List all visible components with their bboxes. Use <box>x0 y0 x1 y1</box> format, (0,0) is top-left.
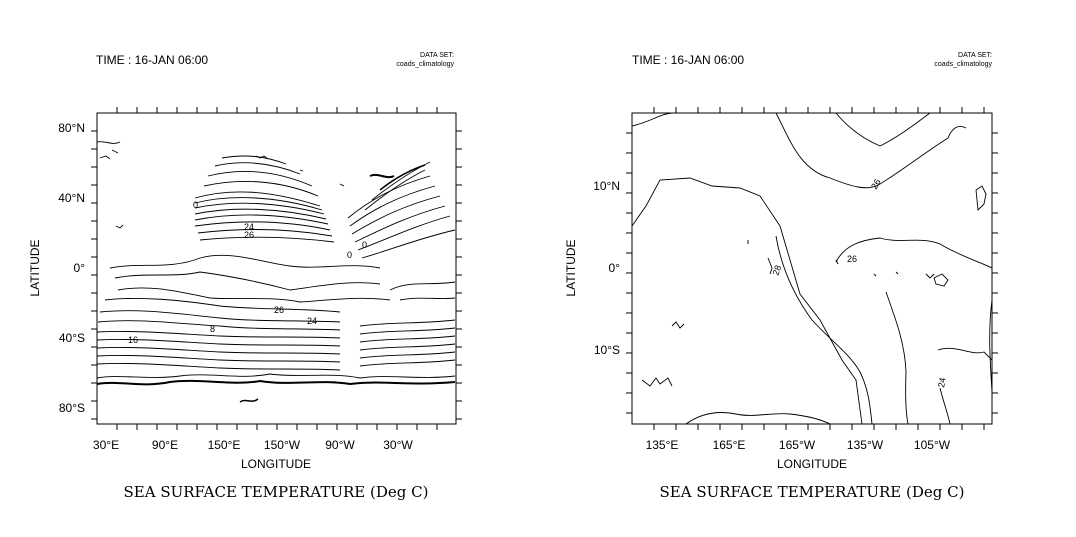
y-tick-label: 0° <box>74 261 86 275</box>
x-tick-label: 150°W <box>264 438 301 452</box>
left-x-tick-labels: 30°E 90°E 150°E 150°W 90°W 30°W <box>93 438 413 452</box>
contour-label: 8 <box>210 324 215 334</box>
right-plot-frame <box>631 112 993 425</box>
left-time-header: TIME : 16-JAN 06:00 <box>96 53 208 67</box>
x-tick-label: 30°W <box>383 438 413 452</box>
right-tick-marks <box>626 107 998 430</box>
contour-label: 24 <box>307 316 317 326</box>
right-contour-labels: 26 28 26 24 <box>770 177 947 388</box>
contour-label: 26 <box>869 177 883 191</box>
x-tick-label: 135°E <box>646 438 679 452</box>
x-tick-label: 165°W <box>779 438 816 452</box>
contour-label: 26 <box>274 305 284 315</box>
right-dataset-label: DATA SET: <box>958 52 992 59</box>
x-tick-label: 150°E <box>208 438 241 452</box>
contour-label: 24 <box>936 377 948 389</box>
contour-label: 26 <box>244 230 254 240</box>
left-contour-lines <box>96 141 456 403</box>
left-y-axis-label: LATITUDE <box>28 239 42 296</box>
right-chart-title: SEA SURFACE TEMPERATURE (Deg C) <box>660 483 965 501</box>
right-y-tick-labels: 10°N 0° 10°S <box>593 179 620 357</box>
right-dataset-name: coads_climatology <box>934 61 992 68</box>
left-x-axis-label: LONGITUDE <box>241 457 311 471</box>
contour-label: 16 <box>128 335 138 345</box>
right-x-tick-labels: 135°E 165°E 165°W 135°W 105°W <box>646 438 951 452</box>
x-tick-label: 165°E <box>713 438 746 452</box>
contour-label: 28 <box>770 264 783 277</box>
contour-label: 24 <box>244 222 254 232</box>
right-x-axis-label: LONGITUDE <box>777 457 847 471</box>
left-panel: TIME : 16-JAN 06:00 DATA SET: coads_clim… <box>28 52 462 501</box>
y-tick-label: 40°N <box>58 191 85 205</box>
x-tick-label: 90°W <box>325 438 355 452</box>
x-tick-label: 30°E <box>93 438 119 452</box>
y-tick-label: 10°S <box>594 343 620 357</box>
y-tick-label: 80°S <box>59 401 85 415</box>
right-contour-lines <box>631 112 993 425</box>
y-tick-label: 10°N <box>593 179 620 193</box>
y-tick-label: 40°S <box>59 331 85 345</box>
right-panel: TIME : 16-JAN 06:00 DATA SET: coads_clim… <box>564 52 998 501</box>
left-chart-title: SEA SURFACE TEMPERATURE (Deg C) <box>124 483 429 501</box>
contour-label: 0 <box>347 250 352 260</box>
left-y-tick-labels: 80°N 40°N 0° 40°S 80°S <box>58 121 85 415</box>
x-tick-label: 90°E <box>152 438 178 452</box>
contour-label: 26 <box>847 254 857 264</box>
left-contour-labels: 24 26 26 24 16 0 0 0 8 <box>128 200 367 345</box>
right-time-header: TIME : 16-JAN 06:00 <box>632 53 744 67</box>
contour-label: 0 <box>193 200 198 210</box>
y-tick-label: 0° <box>609 261 621 275</box>
left-tick-marks <box>91 107 462 430</box>
x-tick-label: 135°W <box>847 438 884 452</box>
left-dataset-name: coads_climatology <box>396 61 454 68</box>
left-dataset-label: DATA SET: <box>420 52 454 59</box>
right-y-axis-label: LATITUDE <box>564 239 578 296</box>
contour-label: 0 <box>362 240 367 250</box>
x-tick-label: 105°W <box>914 438 951 452</box>
y-tick-label: 80°N <box>58 121 85 135</box>
